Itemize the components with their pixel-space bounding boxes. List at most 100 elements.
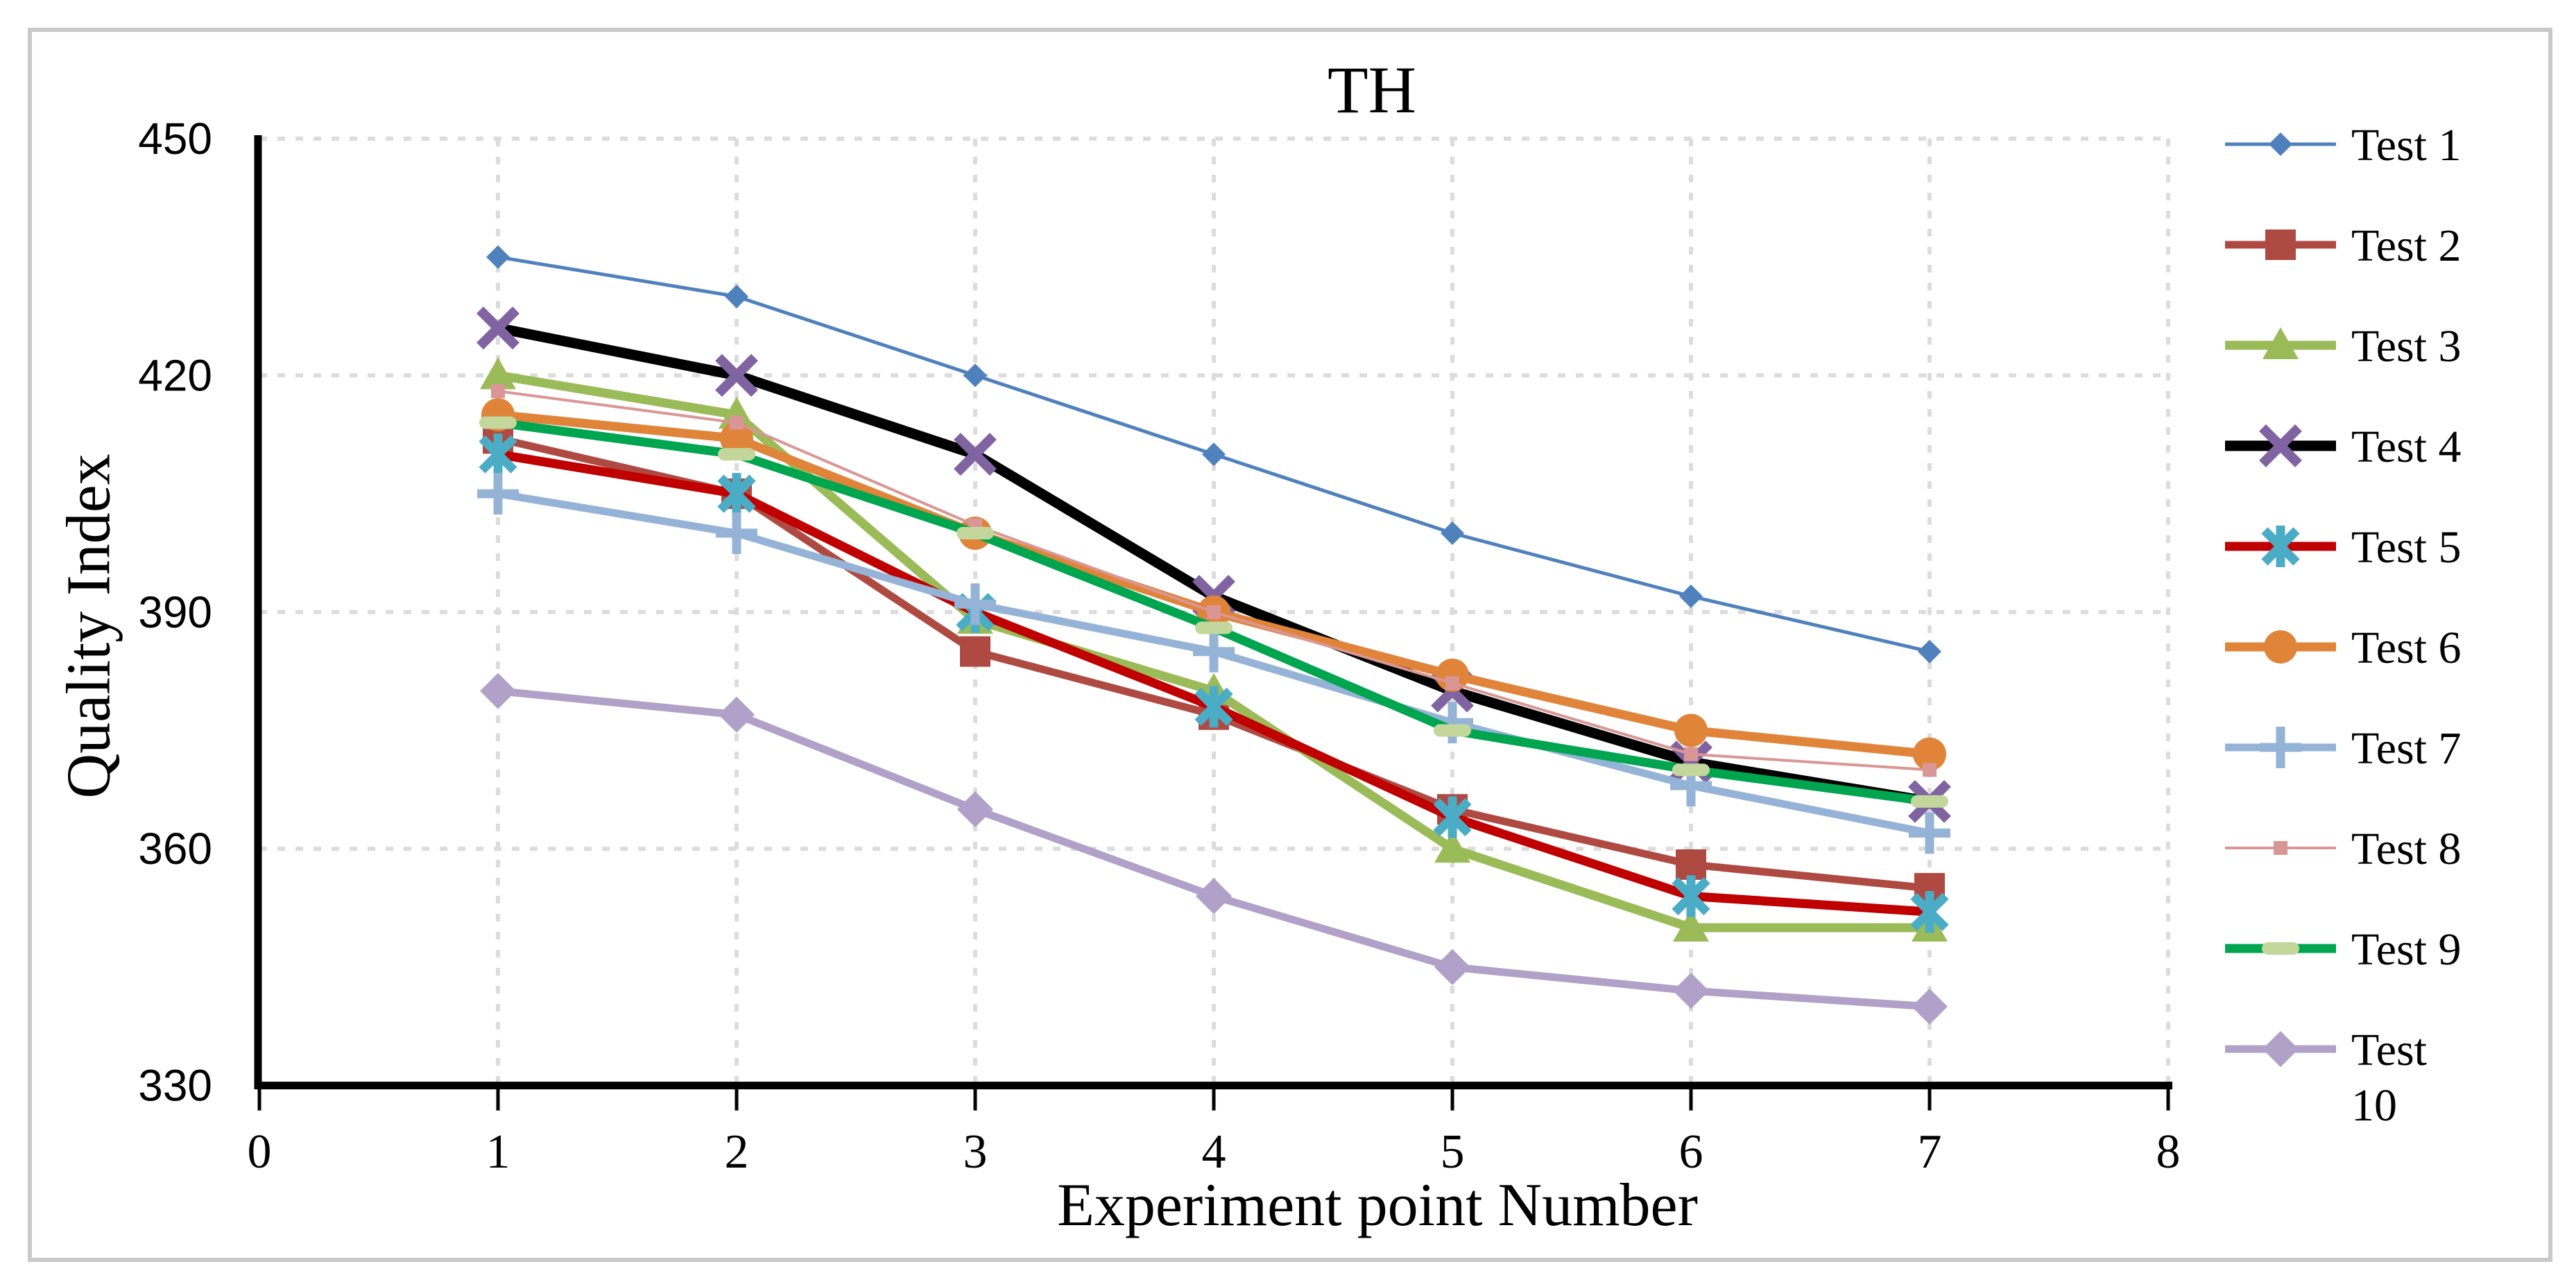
marker-asterisk bbox=[1910, 891, 1949, 933]
marker-x bbox=[2259, 424, 2302, 467]
legend-label: Test 3 bbox=[2351, 321, 2462, 372]
legend: Test 1 Test 2 Test 3 Test 4 Test 5 Test 6 Test… bbox=[2225, 120, 2462, 1131]
marker-circle bbox=[1674, 713, 1708, 747]
marker-triangle bbox=[1434, 831, 1470, 863]
x-tick-label: 8 bbox=[2156, 1125, 2181, 1179]
marker-pill bbox=[718, 448, 755, 461]
chart-title: TH bbox=[1328, 53, 1416, 127]
marker-pill bbox=[1195, 621, 1233, 634]
legend-label: Test 6 bbox=[2351, 623, 2462, 673]
marker-diamond bbox=[1679, 584, 1703, 609]
marker-asterisk bbox=[1672, 875, 1710, 917]
marker-diamond bbox=[480, 673, 516, 709]
y-tick-label: 390 bbox=[138, 587, 212, 637]
series-test-1 bbox=[486, 245, 1941, 664]
legend-label: 10 bbox=[2351, 1080, 2397, 1131]
x-tick-label: 4 bbox=[1202, 1125, 1226, 1179]
marker-diamond bbox=[486, 245, 510, 269]
legend-item-test-8: Test 8 bbox=[2225, 824, 2462, 874]
marker-asterisk bbox=[479, 433, 517, 476]
marker-plus bbox=[1193, 630, 1235, 673]
x-tick-label: 7 bbox=[1918, 1125, 1942, 1179]
marker-circle bbox=[1913, 737, 1946, 771]
chart-frame bbox=[28, 28, 2552, 1262]
x-axis-title: Experiment point Number bbox=[1057, 1172, 1698, 1239]
marker-square bbox=[491, 384, 505, 399]
marker-diamond bbox=[1196, 878, 1232, 915]
marker-diamond bbox=[2262, 1031, 2299, 1067]
series-test-4 bbox=[476, 306, 1951, 823]
legend-label: Test 7 bbox=[2351, 723, 2462, 774]
marker-diamond bbox=[963, 363, 987, 388]
marker-diamond bbox=[1912, 988, 1948, 1025]
marker-pill bbox=[956, 527, 994, 539]
marker-asterisk bbox=[1433, 796, 1472, 838]
x-tick-label: 3 bbox=[963, 1125, 988, 1179]
legend-label: Test 9 bbox=[2351, 924, 2462, 975]
x-tick-label: 2 bbox=[725, 1125, 749, 1179]
marker-plus bbox=[716, 512, 757, 554]
legend-label: Test 1 bbox=[2351, 120, 2462, 171]
marker-plus bbox=[1909, 812, 1950, 854]
marker-diamond bbox=[1434, 948, 1470, 985]
marker-pill bbox=[1672, 763, 1710, 777]
x-tick-label: 5 bbox=[1441, 1125, 1465, 1179]
marker-pill bbox=[2262, 942, 2299, 955]
legend-item-test-6: Test 6 bbox=[2225, 623, 2462, 673]
y-tick-label: 330 bbox=[138, 1061, 212, 1111]
legend-item-test-1: Test 1 bbox=[2225, 120, 2462, 171]
y-tick-label: 420 bbox=[138, 350, 212, 400]
marker-circle bbox=[2264, 630, 2297, 664]
legend-label: Test bbox=[2351, 1025, 2427, 1075]
legend-label: Test 2 bbox=[2351, 220, 2462, 271]
marker-diamond bbox=[719, 696, 755, 733]
marker-square bbox=[1207, 605, 1221, 619]
x-tick-label: 0 bbox=[248, 1125, 272, 1179]
legend-item-test-5: Test 5 bbox=[2225, 522, 2462, 573]
marker-diamond bbox=[2269, 132, 2292, 156]
marker-plus bbox=[2260, 727, 2301, 768]
legend-item-test-3: Test 3 bbox=[2225, 321, 2462, 372]
series-test-10 bbox=[480, 673, 1948, 1025]
marker-square bbox=[2265, 229, 2296, 260]
legend-item-test-4: Test 4 bbox=[2225, 422, 2462, 472]
marker-plus bbox=[954, 583, 996, 625]
marker-diamond bbox=[1918, 639, 1941, 664]
marker-square bbox=[2274, 841, 2287, 855]
marker-diamond bbox=[725, 284, 748, 309]
legend-item-test-9: Test 9 bbox=[2225, 924, 2462, 975]
data-series bbox=[476, 245, 1951, 1025]
x-tick-label: 1 bbox=[486, 1125, 510, 1179]
legend-label: Test 5 bbox=[2351, 522, 2462, 573]
tick-labels: 330 360 390 420 450 0 1 2 3 4 5 6 7 8 bbox=[138, 114, 2180, 1179]
marker-square bbox=[1445, 676, 1459, 691]
y-tick-label: 450 bbox=[138, 114, 212, 164]
marker-asterisk bbox=[2261, 526, 2300, 567]
marker-square bbox=[730, 415, 744, 430]
marker-diamond bbox=[957, 791, 993, 828]
x-tick-label: 6 bbox=[1679, 1125, 1703, 1179]
marker-x bbox=[954, 433, 997, 476]
axes bbox=[254, 135, 2172, 1111]
marker-diamond bbox=[1202, 442, 1226, 467]
marker-diamond bbox=[1673, 973, 1709, 1010]
marker-asterisk bbox=[717, 473, 756, 515]
y-axis-title: Quality Index bbox=[54, 453, 123, 799]
marker-circle bbox=[1436, 658, 1469, 692]
marker-diamond bbox=[1441, 521, 1464, 545]
series-test-9 bbox=[479, 416, 1948, 808]
marker-plus bbox=[477, 473, 519, 515]
marker-triangle bbox=[480, 357, 516, 390]
y-tick-label: 360 bbox=[138, 824, 212, 874]
marker-x bbox=[715, 354, 758, 397]
series-test-7 bbox=[477, 473, 1950, 854]
marker-x bbox=[476, 306, 520, 350]
marker-asterisk bbox=[1194, 686, 1233, 728]
marker-triangle bbox=[1673, 910, 1709, 942]
legend-item-test-7: Test 7 bbox=[2225, 723, 2462, 774]
legend-label: Test 4 bbox=[2351, 422, 2462, 472]
marker-triangle bbox=[2262, 327, 2299, 359]
